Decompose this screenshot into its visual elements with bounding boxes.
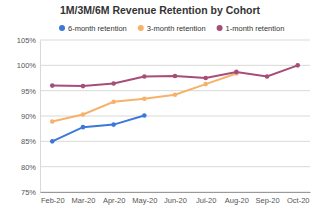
x-tick-label: Mar-20 [72, 196, 96, 205]
grid [40, 40, 310, 192]
x-tick-label: Jun-20 [164, 196, 187, 205]
y-tick: 90% [21, 112, 40, 121]
x-tick: May-20 [132, 192, 157, 205]
point [50, 83, 55, 88]
y-tick: 95% [21, 87, 40, 96]
grid-line [40, 65, 310, 66]
point [111, 100, 116, 105]
legend-label: 6-month retention [68, 24, 127, 33]
legend: 6-month retention 3-month retention 1-mont… [59, 24, 284, 33]
x-tick-label: Feb-20 [41, 196, 65, 205]
x-tick: Aug-20 [225, 192, 249, 205]
x-axis: Feb-20 Mar-20 Apr-20 May-20 Jun-20 Jul-20 Aug-… [41, 192, 311, 205]
y-tick-label: 75% [21, 188, 36, 197]
y-tick: 85% [21, 137, 40, 146]
grid-line [40, 192, 310, 193]
point [142, 74, 147, 79]
point [203, 82, 208, 87]
y-tick-label: 95% [21, 87, 36, 96]
y-tick-label: 100% [17, 61, 37, 70]
x-tick-label: Aug-20 [225, 196, 249, 205]
x-tick: Sep-20 [255, 192, 279, 205]
y-tick: 100% [17, 61, 40, 70]
point [265, 74, 270, 79]
title: 1M/3M/6M Revenue Retention by Cohort [60, 4, 261, 16]
point [173, 74, 178, 79]
point [142, 96, 147, 101]
point [142, 113, 147, 118]
marks [50, 63, 300, 144]
x-tick-label: Apr-20 [103, 196, 126, 205]
x-tick: Jun-20 [164, 192, 187, 205]
grid-line [40, 90, 310, 91]
y-tick-label: 105% [17, 36, 37, 45]
point [295, 63, 300, 68]
x-tick: Mar-20 [72, 192, 96, 205]
x-axis-line [41, 192, 311, 193]
y-axis-line [40, 41, 41, 193]
point [173, 92, 178, 97]
chart: 1M/3M/6M Revenue Retention by Cohort 75% 8… [0, 0, 320, 214]
y-tick-label: 90% [21, 112, 36, 121]
y-tick-label: 80% [21, 163, 36, 172]
point [234, 70, 239, 75]
x-tick-label: Sep-20 [255, 196, 279, 205]
x-tick: Oct-20 [287, 192, 310, 205]
point [81, 84, 86, 89]
point [111, 81, 116, 86]
x-tick: Feb-20 [41, 192, 65, 205]
grid-line [40, 141, 310, 142]
y-tick-label: 85% [21, 137, 36, 146]
point [50, 119, 55, 124]
series-line [52, 65, 297, 86]
point [81, 112, 86, 117]
legend-item: 3-month retention [138, 24, 206, 33]
y-tick: 80% [21, 163, 40, 172]
legend-marker [138, 25, 144, 31]
x-tick: Apr-20 [103, 192, 126, 205]
x-tick: Jul-20 [196, 192, 216, 205]
point [203, 76, 208, 81]
legend-item: 1-month retention [217, 24, 285, 33]
point [111, 122, 116, 127]
legend-label: 3-month retention [147, 24, 206, 33]
point [50, 139, 55, 144]
x-tick-label: May-20 [132, 196, 157, 205]
x-tick-label: Oct-20 [287, 196, 310, 205]
legend-marker [217, 25, 223, 31]
y-tick: 105% [17, 36, 40, 45]
y-axis: 75% 80% 85% 90% 95% 100% 105% [17, 36, 41, 197]
legend-label: 1-month retention [226, 24, 285, 33]
point [81, 125, 86, 130]
x-tick-label: Jul-20 [196, 196, 216, 205]
legend-item: 6-month retention [59, 24, 127, 33]
series-line [52, 73, 236, 121]
grid-line [40, 40, 310, 41]
grid-line [40, 166, 310, 167]
y-tick: 75% [21, 188, 40, 197]
legend-marker [59, 25, 65, 31]
